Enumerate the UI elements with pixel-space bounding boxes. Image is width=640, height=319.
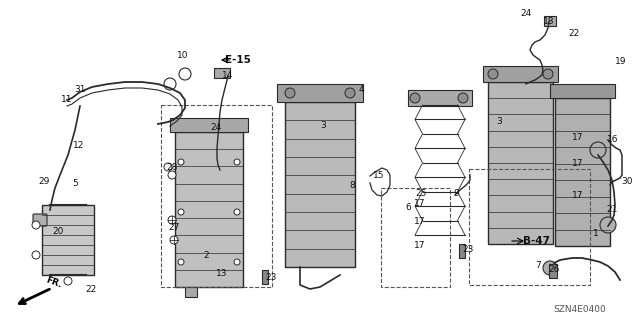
Text: 6: 6 bbox=[405, 203, 411, 211]
Circle shape bbox=[345, 88, 355, 98]
Text: 12: 12 bbox=[74, 142, 84, 151]
Circle shape bbox=[178, 259, 184, 265]
Text: 4: 4 bbox=[358, 85, 364, 93]
Circle shape bbox=[488, 69, 498, 79]
Circle shape bbox=[178, 209, 184, 215]
Text: 20: 20 bbox=[52, 227, 64, 236]
Bar bbox=[469, 169, 590, 285]
Text: 17: 17 bbox=[414, 199, 426, 209]
Text: 10: 10 bbox=[177, 51, 189, 61]
Circle shape bbox=[458, 93, 468, 103]
Text: 17: 17 bbox=[572, 132, 584, 142]
Text: 3: 3 bbox=[320, 122, 326, 130]
Text: 27: 27 bbox=[168, 222, 180, 232]
Text: 15: 15 bbox=[373, 172, 385, 181]
Bar bbox=[408, 90, 472, 106]
Text: 30: 30 bbox=[621, 177, 633, 187]
Circle shape bbox=[543, 261, 557, 275]
Text: 17: 17 bbox=[414, 218, 426, 226]
Bar bbox=[262, 270, 268, 284]
FancyBboxPatch shape bbox=[33, 214, 47, 226]
Circle shape bbox=[170, 236, 178, 244]
Text: 2: 2 bbox=[203, 251, 209, 261]
Text: 26: 26 bbox=[548, 265, 560, 275]
Text: 17: 17 bbox=[572, 191, 584, 201]
Bar bbox=[285, 102, 355, 267]
Circle shape bbox=[410, 93, 420, 103]
Circle shape bbox=[285, 88, 295, 98]
Text: 13: 13 bbox=[216, 269, 228, 278]
Text: 8: 8 bbox=[349, 181, 355, 189]
Text: 5: 5 bbox=[72, 179, 78, 188]
Bar bbox=[555, 98, 610, 246]
Circle shape bbox=[178, 159, 184, 165]
Bar bbox=[459, 244, 465, 258]
Text: 28: 28 bbox=[166, 164, 178, 173]
Text: 23: 23 bbox=[266, 273, 276, 283]
Bar bbox=[549, 264, 557, 278]
Bar bbox=[170, 118, 248, 132]
Text: 25: 25 bbox=[415, 189, 427, 197]
Text: 21: 21 bbox=[606, 205, 618, 214]
Circle shape bbox=[164, 78, 176, 90]
Circle shape bbox=[590, 142, 606, 158]
Text: 29: 29 bbox=[38, 177, 50, 187]
Bar bbox=[175, 132, 243, 287]
Bar bbox=[550, 84, 615, 98]
Bar bbox=[381, 188, 450, 287]
Circle shape bbox=[234, 209, 240, 215]
Bar bbox=[185, 287, 197, 297]
Circle shape bbox=[64, 277, 72, 285]
Text: 11: 11 bbox=[61, 95, 73, 105]
Bar bbox=[544, 16, 556, 26]
Bar bbox=[42, 205, 94, 275]
Text: 9: 9 bbox=[453, 189, 459, 197]
Text: 23: 23 bbox=[462, 246, 474, 255]
Text: 16: 16 bbox=[607, 136, 619, 145]
Bar bbox=[161, 105, 272, 287]
Circle shape bbox=[234, 259, 240, 265]
Bar bbox=[483, 66, 558, 82]
Text: 19: 19 bbox=[615, 57, 627, 66]
Circle shape bbox=[179, 68, 191, 80]
Bar bbox=[214, 68, 230, 78]
Circle shape bbox=[168, 171, 176, 179]
Text: 22: 22 bbox=[568, 29, 580, 39]
Text: 14: 14 bbox=[222, 71, 234, 80]
Circle shape bbox=[234, 159, 240, 165]
Text: 24: 24 bbox=[520, 10, 532, 19]
Text: 17: 17 bbox=[414, 241, 426, 249]
Text: 7: 7 bbox=[535, 262, 541, 271]
Circle shape bbox=[543, 69, 553, 79]
Text: 24: 24 bbox=[211, 123, 221, 132]
Text: 3: 3 bbox=[496, 116, 502, 125]
Text: 22: 22 bbox=[85, 285, 97, 293]
Circle shape bbox=[168, 216, 176, 224]
Bar bbox=[488, 82, 553, 244]
Circle shape bbox=[32, 251, 40, 259]
Text: E-15: E-15 bbox=[225, 55, 251, 65]
Text: B-47: B-47 bbox=[522, 236, 550, 246]
Text: SZN4E0400: SZN4E0400 bbox=[554, 306, 606, 315]
Text: 18: 18 bbox=[543, 18, 555, 26]
Circle shape bbox=[32, 221, 40, 229]
Text: FR.: FR. bbox=[44, 276, 63, 290]
Circle shape bbox=[164, 163, 172, 171]
Text: 1: 1 bbox=[593, 229, 599, 239]
Text: 17: 17 bbox=[572, 159, 584, 167]
Circle shape bbox=[600, 217, 616, 233]
Text: 31: 31 bbox=[74, 85, 86, 94]
Bar bbox=[277, 84, 363, 102]
